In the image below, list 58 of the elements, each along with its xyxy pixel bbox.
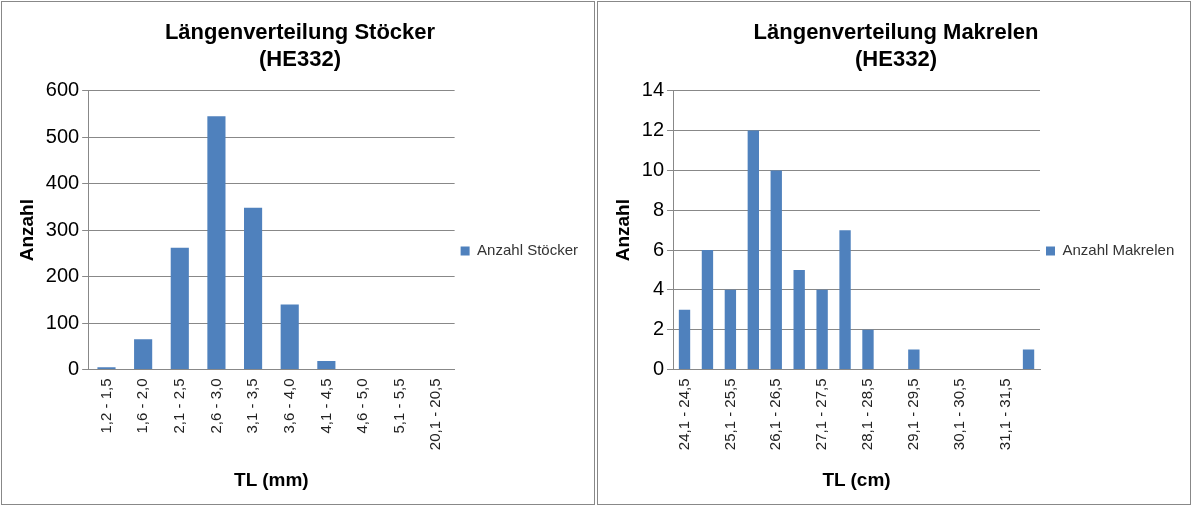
x-tick-label: 1,6 - 2,0 <box>133 378 151 434</box>
y-tick-label: 400 <box>45 171 80 194</box>
x-axis-title: TL (mm) <box>234 468 309 490</box>
x-tick-label: 1,2 - 1,5 <box>96 378 114 434</box>
x-tick-label: 5,1 - 5,5 <box>389 378 407 434</box>
bar <box>1022 349 1035 369</box>
y-tick-label: 4 <box>652 277 665 300</box>
bar <box>770 170 782 369</box>
chart-title: Längenverteilung Makrelen (HE332) <box>753 19 1039 71</box>
x-tick-label: 3,6 - 4,0 <box>279 378 297 434</box>
bar <box>134 339 153 369</box>
x-tick-label: 2,1 - 2,5 <box>169 378 187 434</box>
x-tick-label: 30,1 - 30,5 <box>949 378 967 451</box>
x-tick-label: 27,1 - 27,5 <box>812 378 830 451</box>
y-tick-label: 500 <box>45 124 80 147</box>
bar <box>701 250 714 369</box>
y-tick-label: 600 <box>45 78 80 101</box>
y-axis-title: Anzahl <box>611 199 633 262</box>
y-tick-label: 300 <box>45 217 80 240</box>
y-tick-label: 0 <box>68 357 80 379</box>
bar <box>793 269 805 369</box>
bar <box>724 289 737 369</box>
bar <box>839 230 851 369</box>
x-tick-label: 26,1 - 26,5 <box>766 378 784 451</box>
bar <box>678 309 691 369</box>
y-tick-label: 12 <box>641 118 665 141</box>
x-tick-label: 4,6 - 5,0 <box>353 378 371 434</box>
y-axis-title: Anzahl <box>15 199 37 262</box>
y-tick-label: 14 <box>641 78 665 101</box>
x-tick-label: 3,1 - 3,5 <box>243 378 261 434</box>
y-tick-label: 100 <box>45 310 80 333</box>
bar <box>170 247 189 369</box>
legend-label: Anzahl Makrelen <box>1062 241 1175 259</box>
bar <box>908 349 920 369</box>
legend-label: Anzahl Stöcker <box>477 241 579 259</box>
x-tick-label: 24,1 - 24,5 <box>674 378 692 451</box>
x-tick-label: 4,1 - 4,5 <box>316 378 334 434</box>
bar <box>747 130 759 369</box>
y-tick-label: 2 <box>652 317 665 340</box>
bar <box>207 116 226 369</box>
chart-title: Längenverteilung Stöcker (HE332) <box>164 19 436 71</box>
bar <box>317 361 336 369</box>
x-tick-label: 2,6 - 3,0 <box>206 378 224 434</box>
y-tick-label: 0 <box>652 357 665 379</box>
y-tick-label: 200 <box>45 264 80 287</box>
x-tick-label: 20,1 - 20,5 <box>426 378 444 451</box>
bar <box>816 289 828 369</box>
x-tick-label: 31,1 - 31,5 <box>995 378 1013 451</box>
x-axis-title: TL (cm) <box>822 468 891 490</box>
x-tick-label: 28,1 - 28,5 <box>858 378 876 451</box>
x-tick-label: 25,1 - 25,5 <box>720 378 738 451</box>
y-tick-label: 6 <box>652 237 665 260</box>
bar <box>280 304 299 369</box>
y-tick-label: 8 <box>652 197 665 220</box>
y-tick-label: 10 <box>641 157 665 180</box>
x-tick-label: 29,1 - 29,5 <box>904 378 921 451</box>
bar <box>244 207 263 369</box>
bar <box>862 329 874 369</box>
